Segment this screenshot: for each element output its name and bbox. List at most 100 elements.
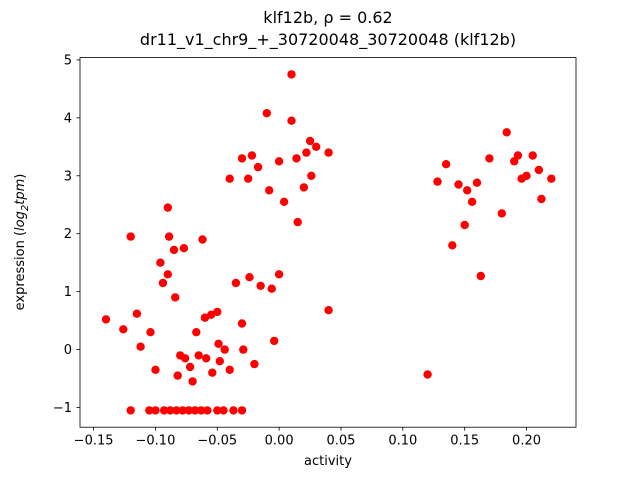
data-point (213, 307, 222, 317)
data-point (190, 406, 200, 415)
data-point (145, 406, 154, 415)
y-axis-label-suffix: ) (13, 173, 29, 179)
data-point (448, 241, 457, 250)
y-tick-label: 2 (64, 227, 72, 242)
data-point (472, 178, 482, 187)
data-point (213, 406, 222, 415)
data-point (188, 377, 197, 386)
data-point (159, 406, 169, 415)
data-point (265, 186, 274, 195)
data-point (179, 244, 189, 253)
data-point (247, 151, 257, 160)
data-point (250, 359, 259, 369)
chart-title: klf12b, ρ = 0.62 dr11_v1_chr9_+_30720048… (80, 7, 576, 51)
data-point (180, 354, 190, 363)
x-tick-label: 0.15 (450, 434, 479, 449)
data-point (547, 174, 556, 183)
data-point (158, 278, 168, 288)
data-point (163, 203, 172, 212)
data-point (203, 406, 212, 415)
x-tick-label: 0.05 (327, 434, 356, 449)
data-point (267, 284, 276, 293)
data-point (202, 354, 211, 363)
data-point (287, 70, 296, 79)
data-point (119, 325, 128, 334)
data-point (262, 109, 271, 118)
data-point (151, 365, 160, 374)
x-tick-label: −0.10 (136, 434, 176, 449)
data-point (151, 406, 160, 415)
y-axis-label: expression (log2tpm) (13, 174, 31, 311)
data-point (220, 345, 229, 354)
data-point (274, 270, 284, 279)
chart-title-line2: dr11_v1_chr9_+_30720048_30720048 (klf12b… (139, 30, 517, 49)
data-point (208, 368, 217, 377)
data-point (237, 319, 247, 328)
x-tick-label: 0.20 (512, 434, 541, 449)
data-point (460, 220, 469, 230)
y-axis-label-tpm: tpm (13, 178, 29, 205)
data-point (485, 154, 494, 163)
data-point (163, 270, 172, 279)
x-tick-label: 0.00 (265, 434, 294, 449)
data-point (171, 293, 180, 302)
data-point (528, 151, 537, 160)
data-point (324, 148, 333, 157)
data-point (215, 357, 224, 366)
data-point (307, 171, 316, 180)
data-point (305, 136, 315, 146)
data-point (225, 365, 234, 374)
y-tick-label: 1 (64, 285, 72, 300)
data-point (192, 328, 201, 337)
data-point (169, 245, 179, 255)
y-tick-label: 4 (64, 111, 72, 126)
x-tick-label: −0.05 (197, 434, 237, 449)
data-point (441, 160, 451, 169)
data-point (126, 406, 135, 415)
y-axis-label-log: log (13, 211, 29, 231)
data-point (537, 194, 546, 204)
data-point (237, 406, 247, 415)
data-point (229, 406, 238, 415)
y-tick-label: −1 (53, 401, 72, 416)
data-point (173, 371, 182, 380)
y-tick-label: 5 (64, 53, 72, 68)
data-point (132, 309, 142, 318)
data-point (279, 197, 289, 206)
data-point (172, 406, 181, 415)
data-point (292, 154, 301, 163)
data-point (270, 336, 279, 346)
data-point (101, 315, 111, 324)
chart-title-line1: klf12b, ρ = 0.62 (263, 8, 393, 27)
data-point (324, 306, 333, 315)
data-point (433, 177, 442, 186)
data-point (197, 406, 206, 415)
data-point (244, 174, 253, 183)
data-point (534, 165, 544, 175)
data-point (184, 406, 193, 415)
x-tick-label: 0.10 (388, 434, 417, 449)
data-point (287, 116, 296, 125)
data-point (312, 142, 321, 151)
x-axis-label: activity (304, 454, 352, 469)
data-point (502, 128, 511, 137)
data-point (299, 183, 309, 192)
data-point (513, 151, 523, 160)
data-point (256, 281, 265, 290)
data-point (253, 162, 263, 172)
data-point (274, 157, 284, 166)
data-point (237, 154, 247, 163)
data-point (476, 271, 485, 281)
data-point (302, 148, 311, 157)
data-point (522, 171, 531, 180)
data-point (467, 197, 477, 206)
data-point (225, 174, 234, 183)
y-tick-label: 3 (64, 169, 72, 184)
data-point (194, 351, 203, 360)
data-point (185, 362, 195, 372)
data-point (454, 180, 463, 189)
data-point (178, 406, 187, 415)
data-point (423, 370, 432, 379)
data-point (231, 278, 241, 288)
